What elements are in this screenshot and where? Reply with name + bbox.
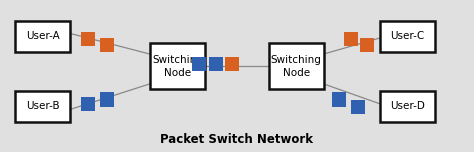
FancyBboxPatch shape	[380, 91, 435, 122]
Text: Packet Switch Network: Packet Switch Network	[161, 133, 313, 146]
Text: Switching
Node: Switching Node	[152, 55, 203, 78]
Text: User-B: User-B	[26, 101, 59, 111]
Bar	[192, 57, 206, 71]
Bar	[209, 57, 223, 71]
FancyBboxPatch shape	[269, 43, 323, 89]
Text: User-C: User-C	[391, 31, 425, 41]
Text: Switching
Node: Switching Node	[271, 55, 322, 78]
Bar	[332, 92, 346, 107]
Text: User-D: User-D	[390, 101, 425, 111]
Bar	[81, 97, 95, 111]
Text: User-A: User-A	[26, 31, 60, 41]
FancyBboxPatch shape	[15, 91, 70, 122]
FancyBboxPatch shape	[380, 21, 435, 52]
Bar	[225, 57, 239, 71]
Bar	[351, 100, 365, 114]
Bar	[360, 38, 374, 52]
Bar	[100, 38, 114, 52]
Bar	[81, 32, 95, 46]
Bar	[209, 57, 223, 71]
FancyBboxPatch shape	[15, 21, 70, 52]
Bar	[100, 92, 114, 107]
Bar	[344, 32, 358, 46]
FancyBboxPatch shape	[151, 43, 205, 89]
